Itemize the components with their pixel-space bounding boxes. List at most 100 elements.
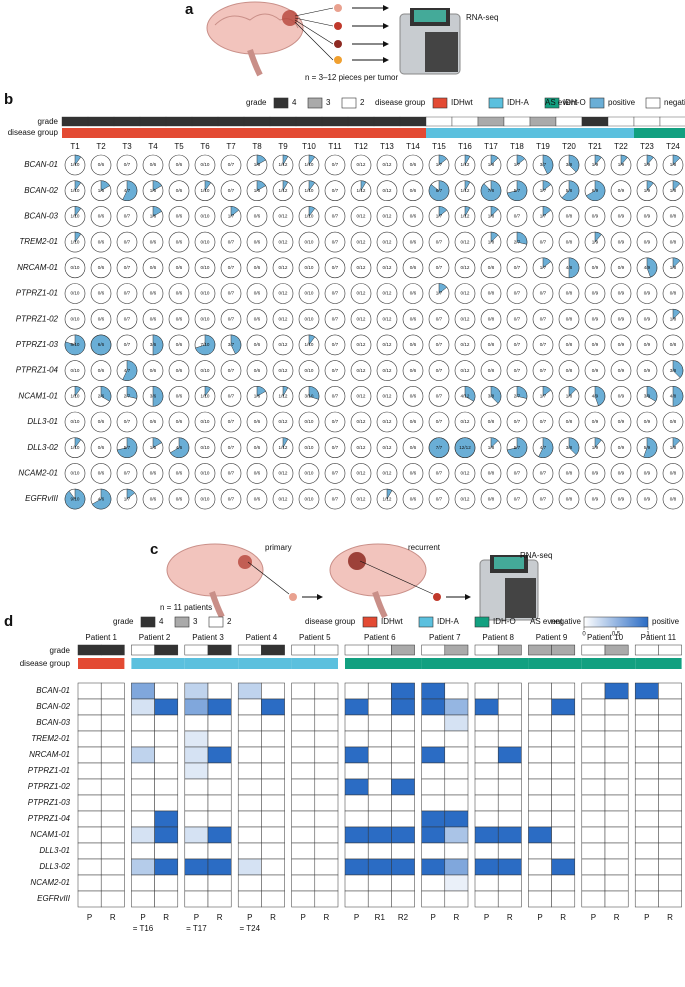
grade-cell: [269, 116, 297, 127]
pie-label: 0/9: [618, 342, 625, 347]
pie-wedge: [464, 386, 476, 402]
pie-wedge: [91, 488, 112, 510]
pie-background: [324, 385, 346, 407]
pie-background: [168, 411, 190, 433]
heat-cell: [528, 842, 552, 860]
heat-cell: [474, 858, 499, 876]
group-cell: [475, 658, 529, 669]
pie-background: [246, 334, 268, 356]
pie-label: 2/7: [124, 394, 131, 399]
pie-background: [402, 257, 424, 279]
pie-wedge: [542, 257, 552, 269]
pie-wedge: [480, 180, 502, 201]
pie-background: [324, 154, 346, 176]
patient-label: Patient 1: [85, 633, 117, 642]
pie-background: [376, 334, 398, 356]
gene-label: PTPRZ1-01: [16, 289, 58, 298]
tumor-label: T14: [406, 142, 420, 151]
pie-label: 3/8: [566, 162, 573, 167]
pie-background: [324, 360, 346, 381]
heat-cell: [100, 746, 125, 764]
pie-label: 5/8: [566, 188, 573, 193]
pie-label: 1/10: [71, 239, 80, 244]
pie-background: [662, 206, 684, 227]
legend-label: 2: [227, 617, 232, 626]
pie-background: [116, 283, 138, 304]
pie-label: 0/12: [279, 496, 288, 501]
pie-label: 1/6: [254, 394, 261, 399]
grade-cell: [113, 116, 141, 127]
pie-label: 0/9: [618, 419, 625, 424]
pie-label: 0/6: [176, 162, 183, 167]
pie-label: 0/10: [71, 265, 80, 270]
grade-cell: [555, 116, 583, 127]
heat-cell: [314, 730, 339, 748]
pie-label: 1/8: [670, 445, 677, 450]
heat-cell: [77, 826, 102, 844]
heat-cell: [497, 874, 522, 892]
pie-label: 0/7: [436, 419, 443, 424]
heat-cell: [634, 778, 659, 796]
pie-label: 0/12: [461, 265, 470, 270]
pie-background: [610, 334, 632, 356]
group-cell: [322, 128, 348, 138]
pie-label: 0/6: [254, 265, 261, 270]
pie-wedge: [490, 154, 499, 166]
pie-label: 0/7: [540, 316, 547, 321]
pie-background: [480, 411, 502, 433]
heat-cell: [474, 714, 499, 732]
pie-label: 0/6: [176, 265, 183, 270]
pie-background: [116, 334, 138, 356]
pie-background: [298, 411, 320, 433]
tumor-label: T16: [458, 142, 472, 151]
pie-label: 0/7: [124, 291, 131, 296]
heat-cell: [77, 746, 102, 764]
grade-cell: [421, 644, 446, 656]
pie-label: 0/8: [670, 419, 677, 424]
pie-background: [324, 437, 346, 459]
pie-label: 6/6: [98, 342, 105, 347]
pie-label: 0/6: [98, 368, 105, 373]
heat-cell: [77, 890, 102, 908]
tumor-label: T21: [588, 142, 602, 151]
pie-label: 0/7: [332, 496, 339, 501]
heat-cell: [581, 714, 606, 732]
pie-label: 0/6: [176, 471, 183, 476]
pie-background: [298, 283, 320, 304]
heat-cell: [474, 682, 499, 700]
heat-cell: [658, 874, 682, 892]
pie-label: 0/7: [540, 342, 547, 347]
heat-cell: [291, 746, 316, 764]
pie-background: [272, 308, 294, 330]
pie-wedge: [74, 437, 82, 449]
pie-label: 0/6: [150, 239, 157, 244]
patient-label: Patient 2: [139, 633, 171, 642]
pie-label: 0/10: [201, 265, 210, 270]
pie-background: [194, 231, 216, 253]
heat-cell: [474, 794, 499, 812]
pie-label: 0/6: [254, 291, 261, 296]
pie-background: [64, 463, 86, 484]
pie-label: 0/12: [461, 342, 470, 347]
grade-cell: [451, 116, 479, 127]
pie-label: 0/6: [176, 188, 183, 193]
heat-cell: [344, 794, 369, 812]
pie-label: 1/10: [71, 214, 80, 219]
sample-label: P: [537, 913, 542, 922]
grade-cell: [87, 116, 115, 127]
pie-label: 0/12: [357, 291, 366, 296]
pie-background: [272, 334, 294, 356]
group-cell: [114, 128, 140, 138]
pie-label: 0/8: [566, 214, 573, 219]
pie-wedge: [594, 437, 602, 449]
pie-label: 0/7: [332, 188, 339, 193]
pie-wedge: [152, 334, 164, 356]
grade-cell: [444, 644, 469, 656]
heat-cell: [100, 682, 125, 700]
heat-cell: [581, 890, 606, 908]
heat-cell: [100, 714, 125, 732]
pie-label: 0/7: [514, 214, 521, 219]
pie-label: 0/9: [644, 368, 651, 373]
heat-cell: [100, 730, 125, 748]
grade-cell: [314, 644, 339, 656]
